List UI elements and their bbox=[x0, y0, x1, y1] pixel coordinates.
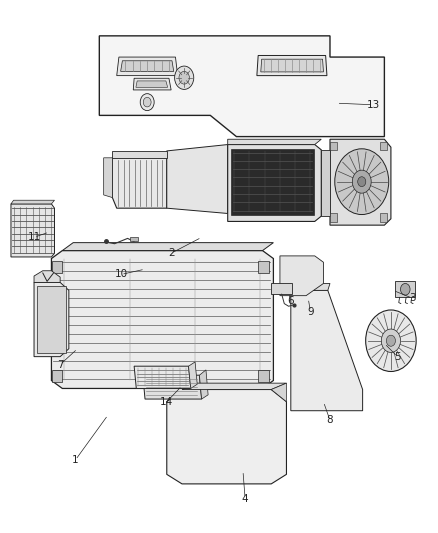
Circle shape bbox=[386, 335, 396, 346]
Polygon shape bbox=[167, 390, 286, 484]
Text: 9: 9 bbox=[307, 306, 314, 317]
Polygon shape bbox=[117, 57, 178, 76]
Polygon shape bbox=[271, 284, 292, 294]
Polygon shape bbox=[143, 375, 201, 399]
Text: 1: 1 bbox=[72, 455, 79, 465]
Polygon shape bbox=[231, 149, 314, 215]
Text: 10: 10 bbox=[114, 270, 127, 279]
Circle shape bbox=[140, 94, 154, 111]
Polygon shape bbox=[130, 237, 138, 241]
Polygon shape bbox=[113, 158, 167, 208]
Circle shape bbox=[143, 98, 151, 107]
Polygon shape bbox=[182, 383, 286, 390]
Polygon shape bbox=[271, 383, 286, 402]
Circle shape bbox=[381, 329, 400, 352]
Polygon shape bbox=[34, 271, 60, 282]
Polygon shape bbox=[199, 370, 208, 399]
Text: 6: 6 bbox=[287, 296, 294, 306]
Polygon shape bbox=[291, 284, 330, 290]
Circle shape bbox=[366, 310, 416, 372]
Text: 2: 2 bbox=[168, 248, 174, 259]
Polygon shape bbox=[104, 158, 113, 198]
Polygon shape bbox=[321, 150, 330, 216]
Circle shape bbox=[400, 284, 410, 295]
Polygon shape bbox=[291, 290, 363, 411]
Polygon shape bbox=[120, 61, 174, 71]
Bar bbox=[52, 370, 62, 382]
Text: 3: 3 bbox=[410, 293, 416, 303]
Polygon shape bbox=[188, 362, 197, 389]
Circle shape bbox=[335, 149, 389, 215]
Circle shape bbox=[358, 177, 366, 187]
Polygon shape bbox=[99, 36, 385, 136]
Polygon shape bbox=[330, 139, 391, 225]
Polygon shape bbox=[34, 282, 69, 357]
Bar bbox=[258, 261, 268, 273]
Polygon shape bbox=[280, 256, 323, 296]
Polygon shape bbox=[37, 286, 66, 353]
Polygon shape bbox=[51, 251, 273, 389]
Circle shape bbox=[179, 71, 189, 84]
Bar bbox=[329, 214, 336, 222]
Polygon shape bbox=[228, 144, 321, 221]
Text: 14: 14 bbox=[160, 397, 173, 407]
Polygon shape bbox=[261, 59, 323, 72]
Bar bbox=[329, 142, 336, 150]
Polygon shape bbox=[167, 144, 228, 214]
Text: 13: 13 bbox=[367, 100, 380, 110]
Bar bbox=[258, 370, 268, 382]
Polygon shape bbox=[134, 366, 191, 389]
Bar bbox=[52, 261, 62, 273]
Text: 5: 5 bbox=[394, 352, 401, 361]
Text: 11: 11 bbox=[28, 232, 41, 243]
Polygon shape bbox=[11, 200, 54, 204]
Bar bbox=[380, 214, 387, 222]
Text: 7: 7 bbox=[57, 360, 64, 369]
Polygon shape bbox=[257, 55, 327, 76]
Text: 8: 8 bbox=[327, 415, 333, 425]
Polygon shape bbox=[11, 204, 54, 257]
Polygon shape bbox=[133, 78, 171, 90]
Bar bbox=[380, 142, 387, 150]
Polygon shape bbox=[395, 281, 415, 297]
Polygon shape bbox=[228, 139, 321, 144]
Polygon shape bbox=[62, 243, 273, 251]
Polygon shape bbox=[136, 81, 168, 87]
Polygon shape bbox=[113, 151, 167, 158]
Circle shape bbox=[175, 66, 194, 90]
Circle shape bbox=[352, 170, 371, 193]
Text: 4: 4 bbox=[242, 494, 248, 504]
